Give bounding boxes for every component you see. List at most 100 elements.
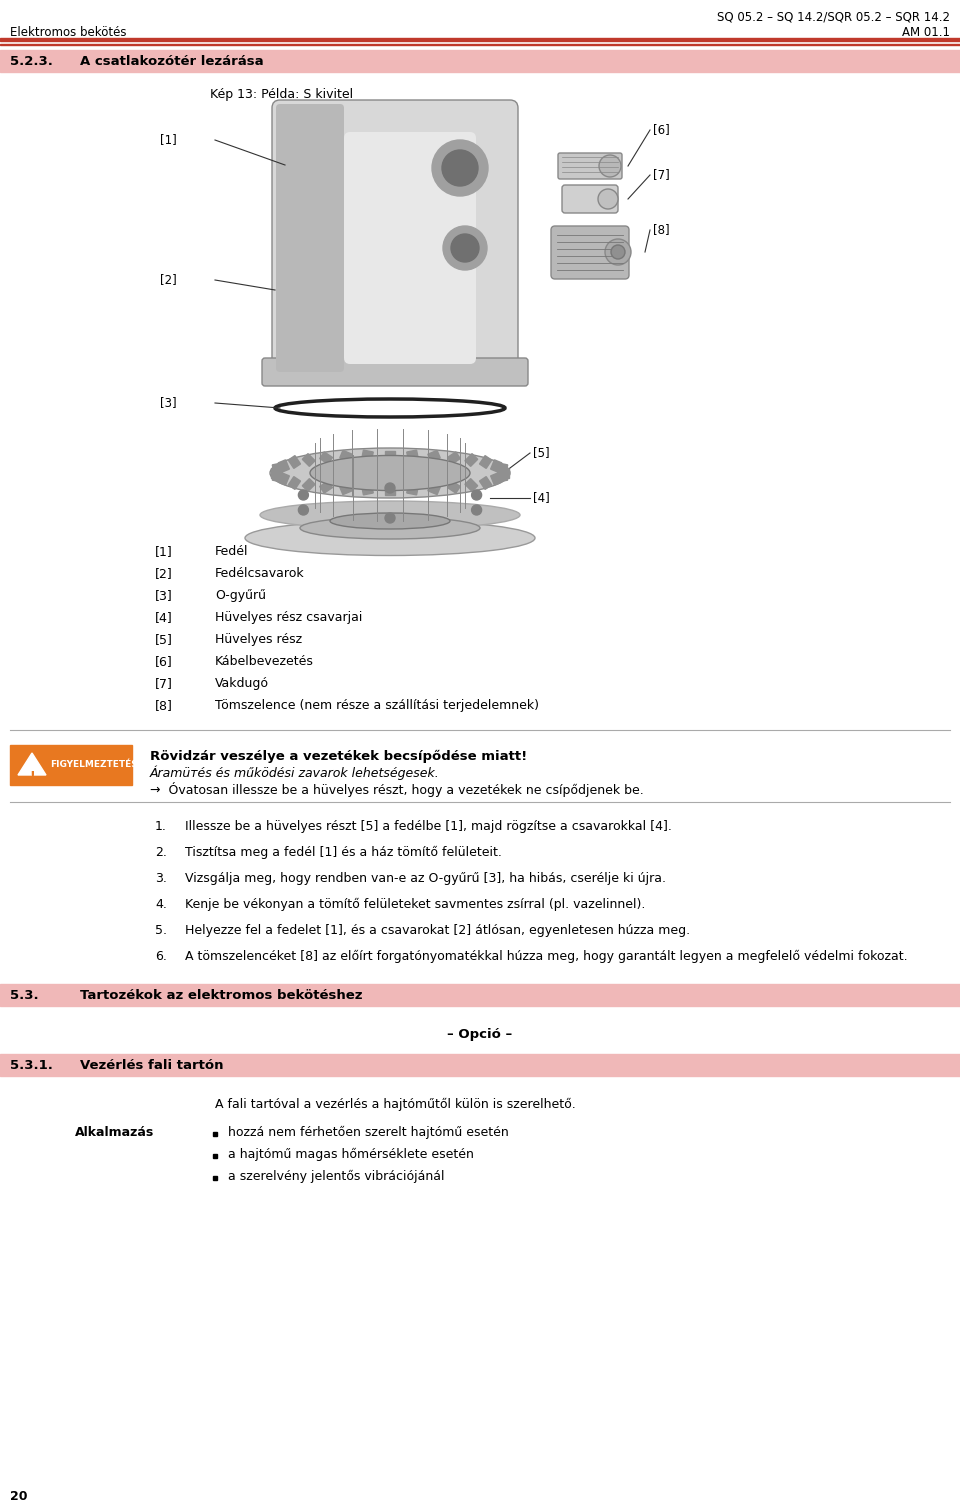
FancyBboxPatch shape: [558, 154, 622, 179]
Bar: [498, 464, 508, 474]
Text: 5.3.1.: 5.3.1.: [10, 1060, 53, 1072]
Ellipse shape: [598, 190, 618, 209]
Bar: [0, 984, 960, 1005]
Bar: [340, 483, 352, 495]
Text: [6]: [6]: [155, 655, 173, 668]
Bar: [479, 477, 492, 489]
Text: [4]: [4]: [533, 492, 550, 504]
Text: [1]: [1]: [160, 134, 177, 146]
Ellipse shape: [300, 518, 480, 539]
Ellipse shape: [270, 448, 510, 498]
Text: A tömszelencéket [8] az előírt forgatónyomatékkal húzza meg, hogy garantált legy: A tömszelencéket [8] az előírt forgatóny…: [185, 950, 907, 963]
Text: a szerelvény jelentős vibrációjánál: a szerelvény jelentős vibrációjánál: [228, 1169, 444, 1183]
Text: [8]: [8]: [653, 224, 670, 236]
Text: Vezérlés fali tartón: Vezérlés fali tartón: [80, 1060, 224, 1072]
Bar: [0, 1054, 960, 1076]
Circle shape: [471, 491, 482, 500]
Text: Vizsgálja meg, hogy rendben van-e az O-gyűrű [3], ha hibás, cserélje ki újra.: Vizsgálja meg, hogy rendben van-e az O-g…: [185, 871, 666, 885]
Text: [2]: [2]: [155, 567, 173, 579]
Ellipse shape: [605, 239, 631, 265]
Bar: [273, 471, 282, 482]
Text: 3.: 3.: [155, 871, 167, 885]
Text: Tisztítsa meg a fedél [1] és a ház tömítő felületeit.: Tisztítsa meg a fedél [1] és a ház tömít…: [185, 846, 502, 859]
Bar: [362, 485, 373, 495]
FancyBboxPatch shape: [272, 99, 518, 376]
Text: [3]: [3]: [160, 396, 177, 409]
Bar: [288, 456, 300, 468]
Text: – Opció –: – Opció –: [447, 1028, 513, 1041]
Text: FIGYELMEZTETÉS!: FIGYELMEZTETÉS!: [50, 760, 142, 769]
Bar: [465, 453, 478, 467]
Bar: [479, 456, 492, 468]
Text: →  Óvatosan illessze be a hüvelyes részt, hogy a vezetékek ne csípődjenek be.: → Óvatosan illessze be a hüvelyes részt,…: [150, 783, 644, 798]
Ellipse shape: [245, 521, 535, 555]
Text: Vakdugó: Vakdugó: [215, 677, 269, 689]
Polygon shape: [18, 752, 46, 775]
Bar: [273, 464, 282, 474]
Text: Alkalmazás: Alkalmazás: [75, 1126, 155, 1139]
Bar: [385, 452, 395, 459]
Text: 1.: 1.: [155, 820, 167, 832]
Text: [6]: [6]: [653, 123, 670, 137]
Text: Tömszelence (nem része a szállítási terjedelemnek): Tömszelence (nem része a szállítási terj…: [215, 698, 539, 712]
Text: [5]: [5]: [533, 447, 550, 459]
Ellipse shape: [330, 513, 450, 528]
FancyBboxPatch shape: [551, 226, 629, 278]
Bar: [278, 473, 289, 485]
Ellipse shape: [599, 155, 621, 178]
Text: [1]: [1]: [155, 545, 173, 558]
Text: Illessze be a hüvelyes részt [5] a fedélbe [1], majd rögzítse a csavarokkal [4].: Illessze be a hüvelyes részt [5] a fedél…: [185, 820, 672, 832]
Circle shape: [299, 506, 308, 515]
Bar: [465, 479, 478, 491]
Text: A csatlakozótér lezárása: A csatlakozótér lezárása: [80, 56, 264, 68]
Bar: [0, 38, 960, 41]
Bar: [428, 483, 440, 495]
Text: [4]: [4]: [155, 611, 173, 625]
Bar: [340, 450, 352, 462]
Text: [7]: [7]: [653, 169, 670, 182]
Text: Fedélcsavarok: Fedélcsavarok: [215, 567, 304, 579]
Text: Hüvelyes rész csavarjai: Hüvelyes rész csavarjai: [215, 611, 362, 625]
Text: [8]: [8]: [155, 698, 173, 712]
Text: [3]: [3]: [155, 588, 173, 602]
Text: Áramüтés és működési zavarok lehetségesek.: Áramüтés és működési zavarok lehetségese…: [150, 766, 440, 781]
Text: Fedél: Fedél: [215, 545, 249, 558]
FancyBboxPatch shape: [562, 185, 618, 214]
Bar: [385, 488, 395, 495]
Bar: [0, 50, 960, 72]
Bar: [320, 482, 332, 494]
Text: [5]: [5]: [155, 634, 173, 646]
Circle shape: [432, 140, 488, 196]
Bar: [302, 479, 315, 491]
Circle shape: [385, 513, 395, 524]
Circle shape: [385, 483, 395, 494]
Ellipse shape: [611, 245, 625, 259]
Text: hozzá nem férhetően szerelt hajtómű esetén: hozzá nem férhetően szerelt hajtómű eset…: [228, 1126, 509, 1139]
Bar: [501, 468, 509, 479]
Ellipse shape: [260, 501, 520, 528]
Text: 5.3.: 5.3.: [10, 989, 38, 1002]
Text: Kenje be vékonyan a tömítő felületeket savmentes zsírral (pl. vazelinnel).: Kenje be vékonyan a tömítő felületeket s…: [185, 898, 645, 911]
Text: 20: 20: [10, 1490, 28, 1503]
Text: Helyezze fel a fedelet [1], és a csavarokat [2] átlósan, egyenletesen húzza meg.: Helyezze fel a fedelet [1], és a csavaro…: [185, 924, 690, 938]
Bar: [447, 482, 460, 494]
Text: Kép 13: Példa: S kivitel: Kép 13: Példa: S kivitel: [210, 87, 353, 101]
Bar: [447, 452, 460, 464]
Bar: [491, 461, 502, 473]
Text: O-gyűrű: O-gyűrű: [215, 588, 266, 602]
Text: 5.: 5.: [155, 924, 167, 938]
Bar: [407, 450, 419, 461]
Text: AM 01.1: AM 01.1: [902, 26, 950, 39]
Text: Hüvelyes rész: Hüvelyes rész: [215, 634, 302, 646]
Text: a hajtómű magas hőmérséklete esetén: a hajtómű magas hőmérséklete esetén: [228, 1148, 474, 1162]
Bar: [362, 450, 373, 461]
Text: [2]: [2]: [160, 274, 177, 286]
Bar: [491, 473, 502, 485]
Bar: [498, 471, 508, 482]
Text: 2.: 2.: [155, 846, 167, 859]
Circle shape: [299, 491, 308, 500]
Text: 5.2.3.: 5.2.3.: [10, 56, 53, 68]
Bar: [278, 461, 289, 473]
Bar: [288, 477, 300, 489]
Text: 6.: 6.: [155, 950, 167, 963]
